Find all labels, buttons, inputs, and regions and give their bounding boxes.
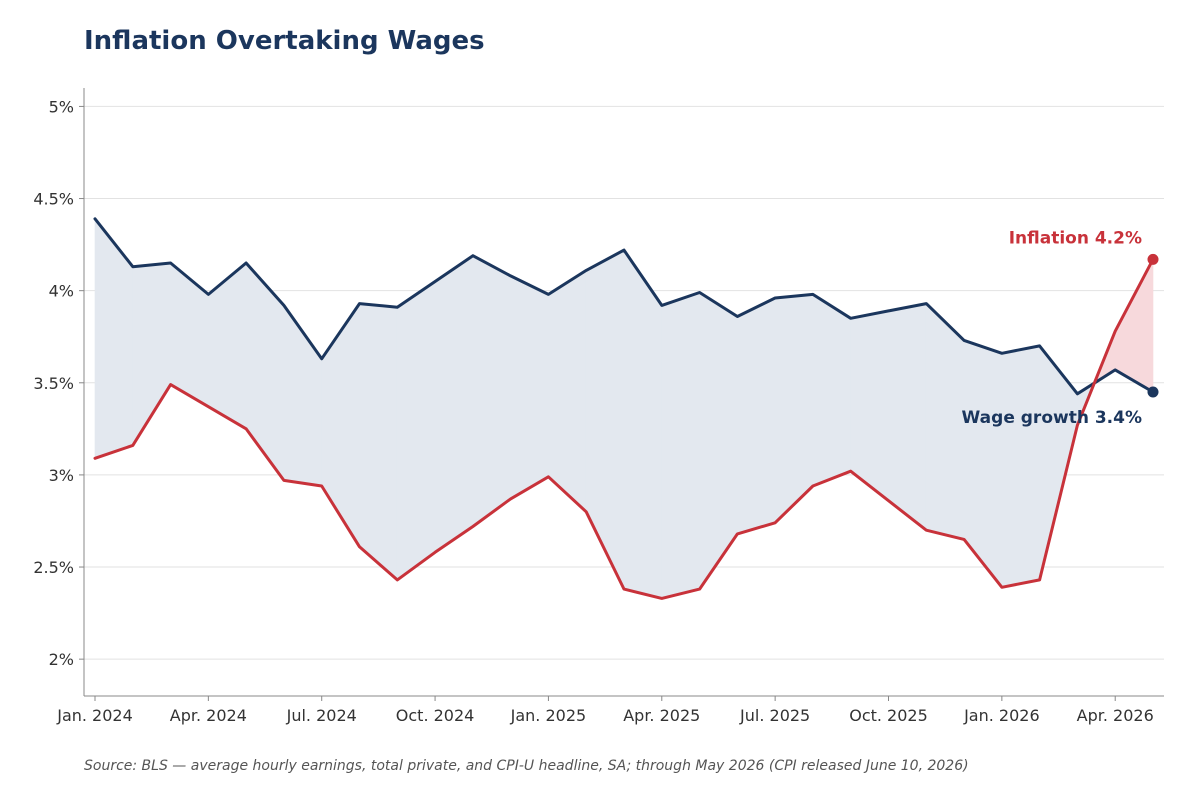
gap-fill-segment: [1001, 345, 1040, 588]
gap-fill-segment: [774, 294, 814, 524]
y-tick-label: 2.5%: [33, 558, 74, 577]
gap-fill-segment: [888, 303, 927, 531]
gap-fill-segment: [812, 293, 852, 487]
end-labels: Wage growth 3.4% Inflation 4.2%: [962, 228, 1142, 428]
y-tick-label: 3%: [49, 466, 74, 485]
y-tick-label: 4%: [49, 282, 74, 301]
gap-fill-segment: [850, 310, 889, 502]
y-tick-label: 3.5%: [33, 374, 74, 393]
end-points: [1147, 253, 1159, 398]
gap-fill-segment: [245, 262, 285, 482]
series-lines: [93, 217, 1155, 600]
x-tick-label: Jul. 2024: [286, 706, 357, 725]
x-tick-label: Oct. 2024: [396, 706, 475, 725]
gap-fill-segment: [661, 292, 700, 599]
y-tick-label: 2%: [49, 650, 74, 669]
gap-fill-segment: [925, 302, 965, 540]
chart-title: Inflation Overtaking Wages: [84, 26, 485, 56]
x-tick-label: Jan. 2026: [963, 706, 1040, 725]
gap-fill-segment: [963, 339, 1003, 589]
y-tick-label: 5%: [49, 97, 74, 116]
gap-fill-segment: [359, 303, 398, 581]
end-point-wage-growth: [1147, 386, 1159, 398]
gap-fill-segment: [510, 275, 549, 500]
gap-fill-segment: [548, 269, 587, 513]
end-point-inflation: [1147, 253, 1159, 265]
gap-fill-segment: [132, 262, 171, 447]
gap-fill-segment: [1039, 345, 1078, 580]
y-tick-label: 4.5%: [33, 190, 74, 209]
gap-fill-segment: [396, 280, 436, 581]
gap-fill: [94, 217, 1154, 599]
x-tick-label: Apr. 2024: [170, 706, 247, 725]
x-tick-label: Apr. 2026: [1077, 706, 1154, 725]
gap-fill-segment: [737, 297, 776, 535]
series-line-wage-growth: [93, 217, 1155, 396]
x-tick-label: Jul. 2025: [739, 706, 810, 725]
end-label-inflation: Inflation 4.2%: [1009, 228, 1142, 248]
gap-fill-segment: [170, 262, 209, 408]
x-tick-label: Jan. 2024: [56, 706, 133, 725]
x-tick-label: Jan. 2025: [510, 706, 587, 725]
gap-fill-segment: [585, 249, 625, 590]
gap-fill-segment: [321, 302, 360, 548]
gap-fill-segment: [472, 255, 511, 528]
axes: 2% 2.5% 3% 3.5% 4% 4.5% 5% Jan. 2024 Apr. 2024 Ju…: [33, 88, 1164, 725]
source-note: Source: BLS — average hourly earnings, t…: [84, 758, 969, 774]
series-line-inflation: [93, 257, 1155, 600]
gap-fill-segment: [623, 249, 663, 599]
gap-fill-segment: [94, 217, 134, 459]
x-tick-label: Apr. 2025: [623, 706, 700, 725]
end-label-wage-growth: Wage growth 3.4%: [962, 408, 1142, 428]
gap-fill-segment: [434, 255, 474, 553]
x-tick-label: Oct. 2025: [849, 706, 928, 725]
